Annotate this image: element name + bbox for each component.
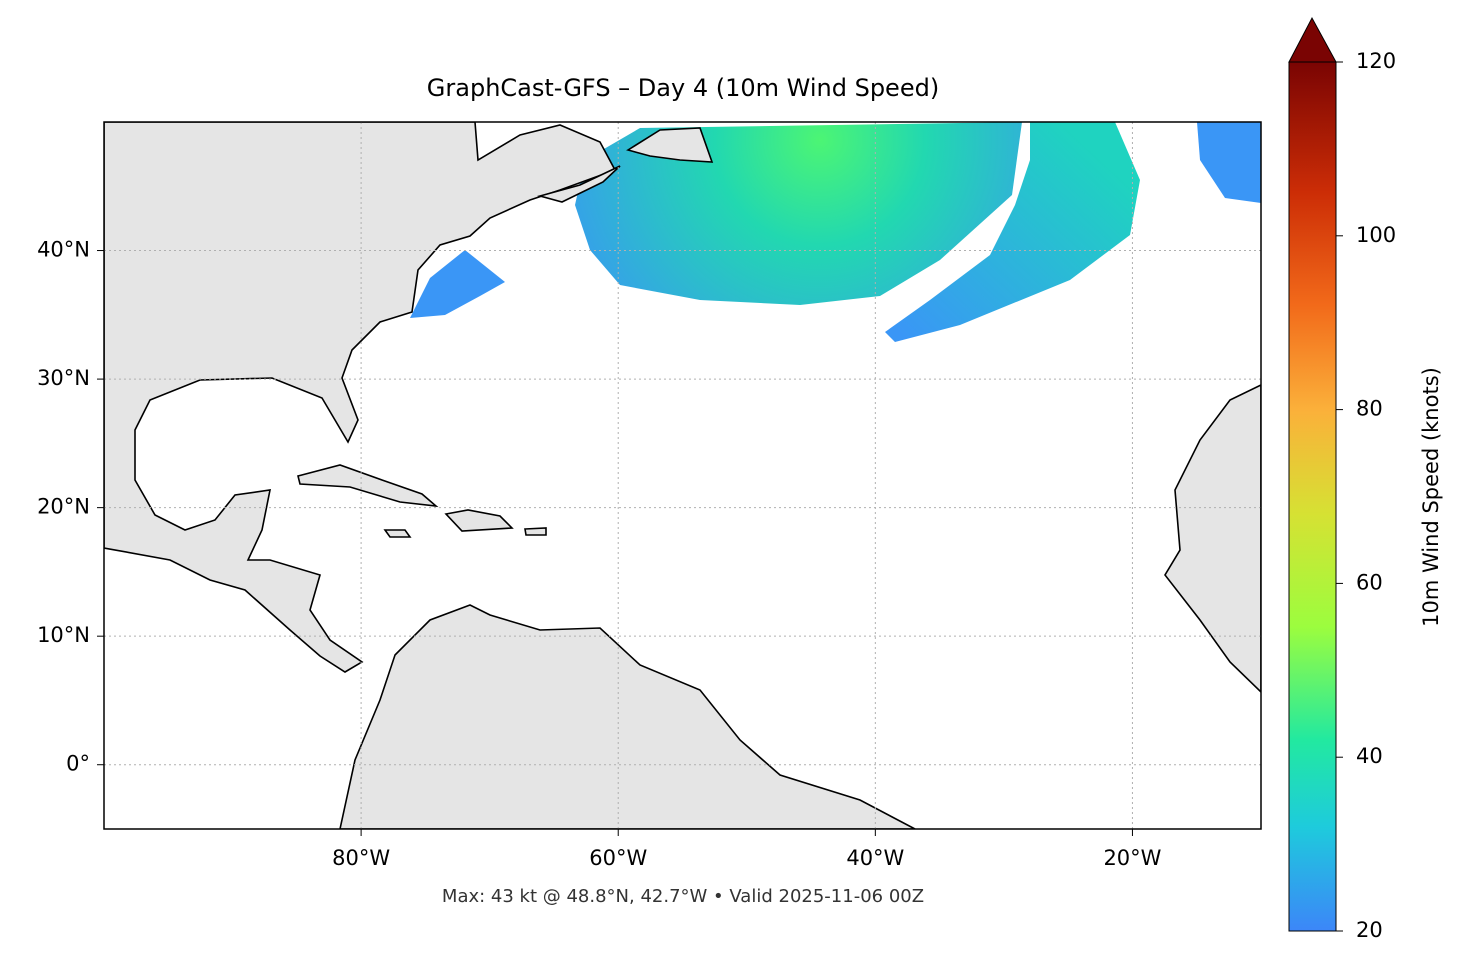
y-tick-label: 0°: [66, 752, 90, 776]
colorbar-tick-label: 80: [1356, 397, 1383, 421]
colorbar: [1288, 61, 1337, 932]
land-hispaniola: [444, 509, 514, 532]
map-area: [104, 122, 1261, 829]
y-tick-label: 20°N: [37, 495, 90, 519]
colorbar-tick-label: 120: [1356, 49, 1396, 73]
land-nova-scotia: [536, 165, 621, 203]
wind-swath: [410, 250, 505, 318]
x-tick-label: 20°W: [1103, 846, 1161, 870]
colorbar-tick-label: 40: [1356, 744, 1383, 768]
colorbar-tick-label: 60: [1356, 570, 1383, 594]
y-tick-label: 10°N: [37, 623, 90, 647]
land-puerto-rico: [524, 527, 547, 536]
land-newfoundland: [626, 127, 714, 163]
colorbar-label: 10m Wind Speed (knots): [1419, 367, 1443, 627]
map-title: GraphCast-GFS – Day 4 (10m Wind Speed): [427, 74, 939, 102]
y-tick-label: 30°N: [37, 366, 90, 390]
y-tick-label: 40°N: [37, 238, 90, 262]
colorbar-tick-label: 20: [1356, 918, 1383, 942]
map-caption: Max: 43 kt @ 48.8°N, 42.7°W • Valid 2025…: [442, 886, 924, 907]
land-jamaica: [383, 529, 412, 538]
land-south-america: [339, 604, 916, 829]
colorbar-tick-label: 100: [1356, 223, 1396, 247]
x-tick-label: 40°W: [846, 846, 904, 870]
x-tick-label: 80°W: [332, 846, 390, 870]
land-north-america: [104, 122, 617, 673]
wind-swath: [1197, 122, 1261, 203]
x-tick-label: 60°W: [589, 846, 647, 870]
land-africa: [1164, 384, 1261, 694]
map-frame: [103, 121, 1262, 830]
colorbar-extend: [1288, 16, 1337, 63]
wind-swath: [575, 122, 1022, 305]
wind-swath: [885, 122, 1140, 342]
land-cuba: [297, 464, 439, 508]
